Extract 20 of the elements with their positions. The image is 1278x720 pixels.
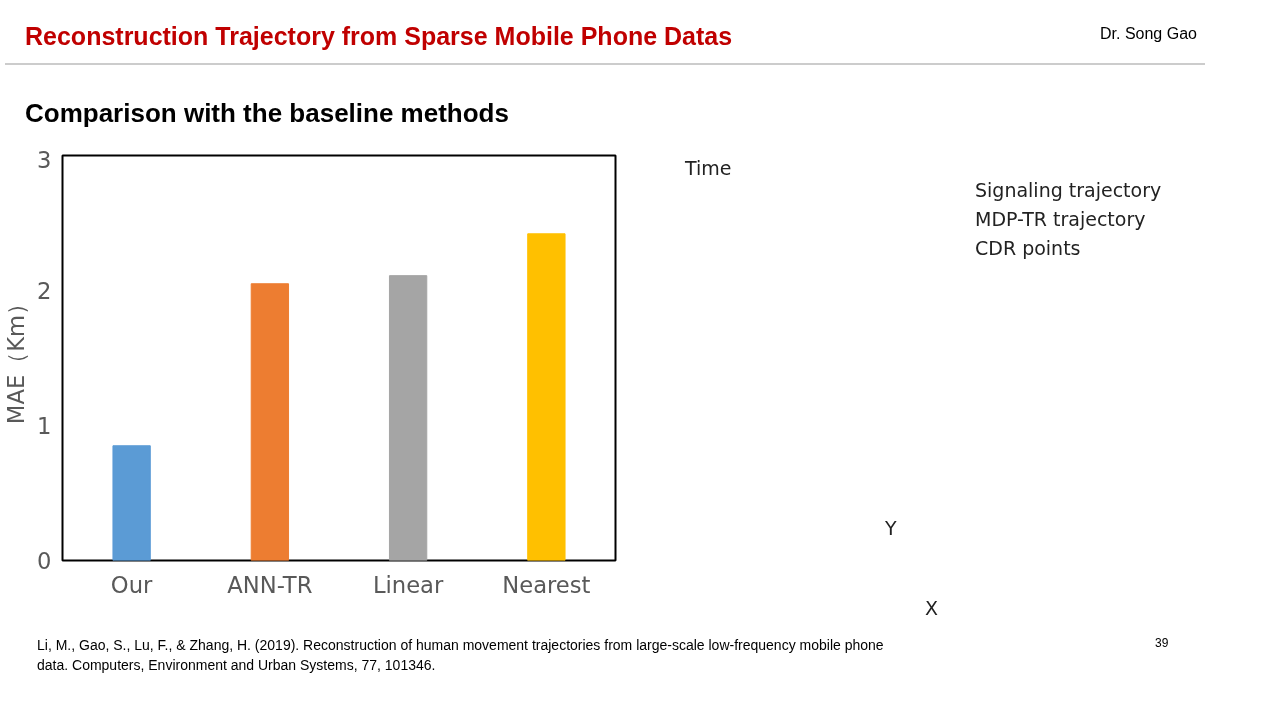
text: Dr. Song Gao [1100, 24, 1197, 44]
y-tick-label: 3 [37, 146, 52, 173]
y-axis-title: MAE（Km） [3, 291, 30, 425]
text: Time [685, 156, 732, 181]
x-tick-label: Nearest [502, 571, 591, 598]
y-tick-label: 2 [37, 278, 52, 304]
text: MDP-TR trajectory [975, 207, 1146, 232]
x-tick-label: ANN-TR [227, 571, 313, 598]
text: CDR points [975, 236, 1081, 261]
y-tick-label: 0 [37, 548, 52, 574]
text: Signaling trajectory [975, 178, 1162, 203]
text: Li, M., Gao, S., Lu, F., & Zhang, H. (2019). Reconstruction of human movement trajectories from large-scale low-frequency mobile phone data. Computers, Environment and Urban Systems, 77, 101346. [37, 636, 885, 675]
y-tick-label: 1 [37, 413, 52, 439]
chart-subtitle: Comparison with the baseline methods [25, 97, 510, 130]
x-tick-label: Our [110, 571, 154, 598]
text: Y [885, 516, 897, 541]
x-tick-label: Linear [372, 571, 445, 598]
text: 39 [1155, 635, 1169, 652]
text: X [925, 596, 939, 621]
chart-title: Reconstruction Trajectory from Sparse Mobile Phone Datas [25, 21, 733, 52]
